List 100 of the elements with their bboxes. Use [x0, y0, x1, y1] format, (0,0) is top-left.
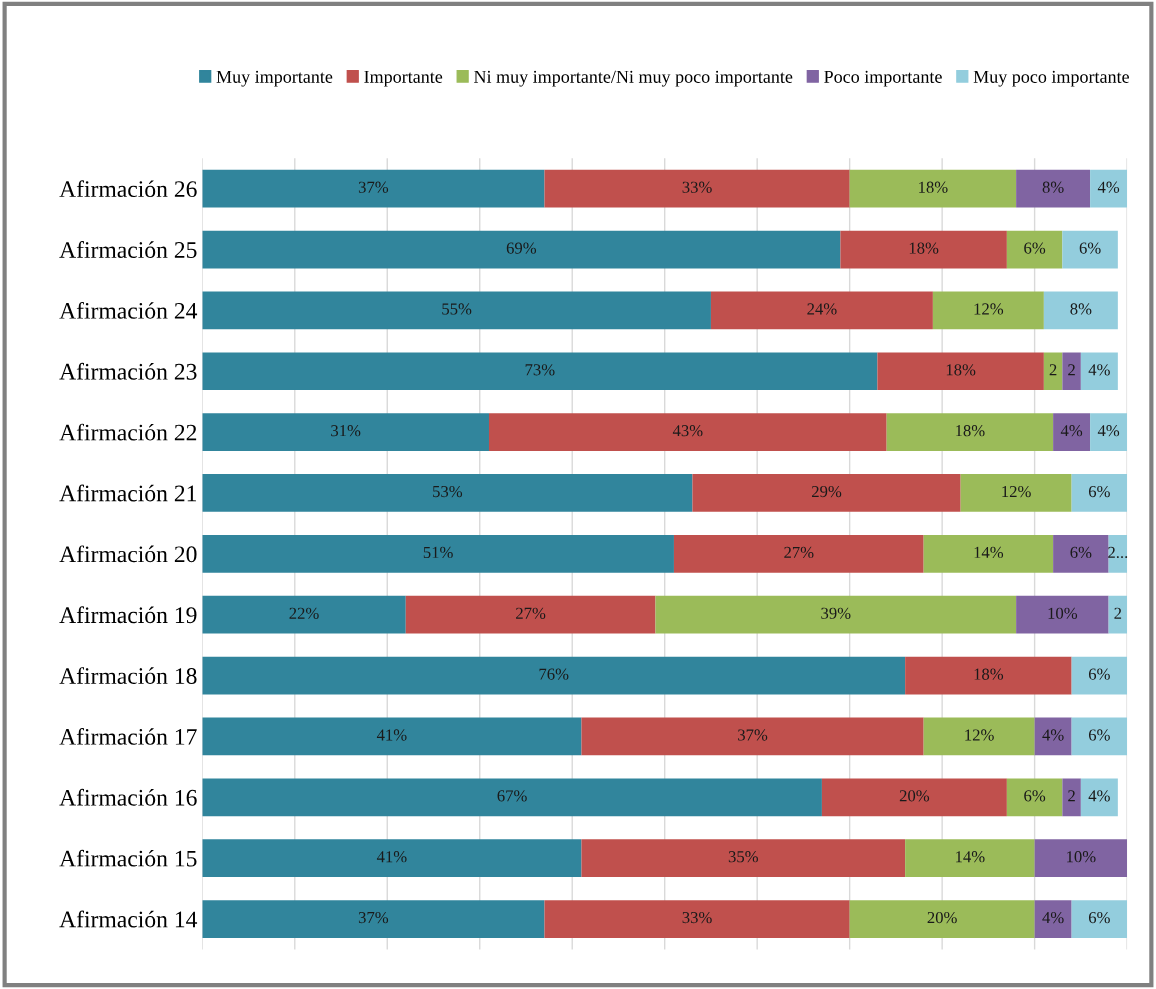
bar — [202, 413, 489, 451]
data-label: 6% — [1070, 546, 1092, 559]
data-label: 4% — [1097, 181, 1120, 193]
data-label: 12% — [1002, 485, 1031, 498]
data-label: 6% — [1088, 729, 1110, 741]
data-label: 18% — [956, 425, 985, 437]
data-label: 6% — [1024, 790, 1046, 802]
bar — [1090, 413, 1128, 451]
data-label: 2 — [1114, 607, 1122, 619]
data-label: 6% — [1088, 485, 1110, 498]
bar — [710, 291, 933, 330]
bar — [849, 169, 1017, 208]
bar — [905, 839, 1035, 878]
bar — [1062, 778, 1081, 817]
legend-label: Poco importante — [824, 70, 942, 87]
data-label: 4% — [1088, 364, 1110, 376]
y-tick-label: Afirmación 17 — [59, 727, 197, 745]
bar — [821, 778, 1007, 817]
bar — [581, 717, 924, 756]
data-label: 12% — [965, 729, 994, 741]
bar — [1108, 534, 1128, 573]
y-tick-label: Afirmación 18 — [59, 667, 197, 684]
bar — [840, 230, 1007, 269]
data-label: 18% — [946, 364, 976, 376]
bar — [202, 778, 822, 817]
data-label: 14% — [974, 546, 1004, 559]
data-label: 2 — [1068, 790, 1075, 802]
data-label: 37% — [358, 181, 389, 193]
bar — [923, 534, 1054, 573]
data-label: 2 — [1049, 364, 1057, 376]
y-tick-label: Afirmación 25 — [59, 241, 197, 258]
data-label: 51% — [423, 546, 453, 559]
bar — [488, 413, 887, 451]
bar — [202, 230, 841, 269]
bar — [1043, 352, 1063, 391]
data-label: 20% — [899, 790, 930, 802]
bar — [1062, 230, 1118, 269]
data-label: 55% — [442, 303, 472, 315]
bar — [1006, 230, 1063, 269]
data-label: 6% — [1088, 911, 1110, 924]
data-label: 14% — [956, 851, 985, 863]
y-tick-label: Afirmación 26 — [59, 180, 197, 198]
bar — [1108, 595, 1128, 634]
bar — [1080, 352, 1118, 391]
y-tick-label: Afirmación 20 — [59, 545, 197, 563]
bar — [849, 900, 1035, 938]
bar — [202, 291, 711, 330]
data-label: 27% — [784, 546, 814, 559]
data-label: 4% — [1060, 425, 1083, 437]
legend-label: Ni muy importante/Ni muy poco importante — [474, 70, 793, 87]
data-label: 69% — [506, 242, 537, 254]
data-label: 43% — [672, 425, 703, 437]
data-label: 12% — [974, 303, 1004, 315]
bar — [1016, 595, 1109, 634]
bar — [1034, 900, 1072, 938]
data-label: 37% — [738, 729, 768, 741]
data-label: 2 — [1068, 364, 1075, 376]
bar — [202, 474, 693, 512]
data-label: 53% — [433, 485, 463, 498]
data-label: 41% — [376, 729, 407, 741]
y-tick-label: Afirmación 21 — [59, 484, 197, 502]
bar — [202, 717, 582, 756]
bar — [1053, 413, 1091, 451]
data-label: 39% — [821, 607, 851, 619]
bar — [655, 595, 1017, 634]
data-label: 29% — [812, 485, 842, 498]
bar — [202, 595, 406, 634]
y-tick-label: Afirmación 16 — [59, 788, 197, 806]
data-label: 37% — [358, 911, 389, 924]
bar — [1090, 169, 1128, 208]
bar — [692, 474, 961, 512]
y-tick-label: Afirmación 19 — [59, 606, 197, 624]
data-label: 24% — [807, 303, 837, 315]
data-label: 20% — [927, 911, 957, 924]
data-label: 6% — [1024, 242, 1046, 254]
bar — [202, 352, 878, 391]
bar — [544, 900, 850, 938]
bar — [1071, 717, 1128, 756]
bar — [1016, 169, 1091, 208]
data-label: 4% — [1097, 425, 1120, 437]
data-label: 6% — [1079, 242, 1101, 254]
y-tick-label: Afirmación 22 — [59, 423, 197, 441]
bar — [886, 413, 1054, 451]
data-label: 22% — [289, 607, 319, 619]
legend-label: Muy poco importante — [973, 70, 1129, 87]
bar — [877, 352, 1044, 391]
data-label: 4% — [1088, 790, 1110, 802]
data-label: 73% — [525, 364, 555, 376]
data-label: 18% — [909, 242, 939, 254]
legend-label: Importante — [364, 70, 443, 87]
bar — [1006, 778, 1063, 817]
bar — [1080, 778, 1118, 817]
data-label: 8% — [1070, 303, 1092, 315]
bar — [673, 534, 924, 573]
bar — [1071, 474, 1128, 512]
data-label: 2... — [1108, 546, 1128, 559]
y-tick-label: Afirmación 24 — [59, 301, 198, 319]
data-label: 31% — [331, 425, 361, 437]
data-label: 33% — [682, 181, 712, 193]
data-label: 10% — [1067, 851, 1096, 863]
